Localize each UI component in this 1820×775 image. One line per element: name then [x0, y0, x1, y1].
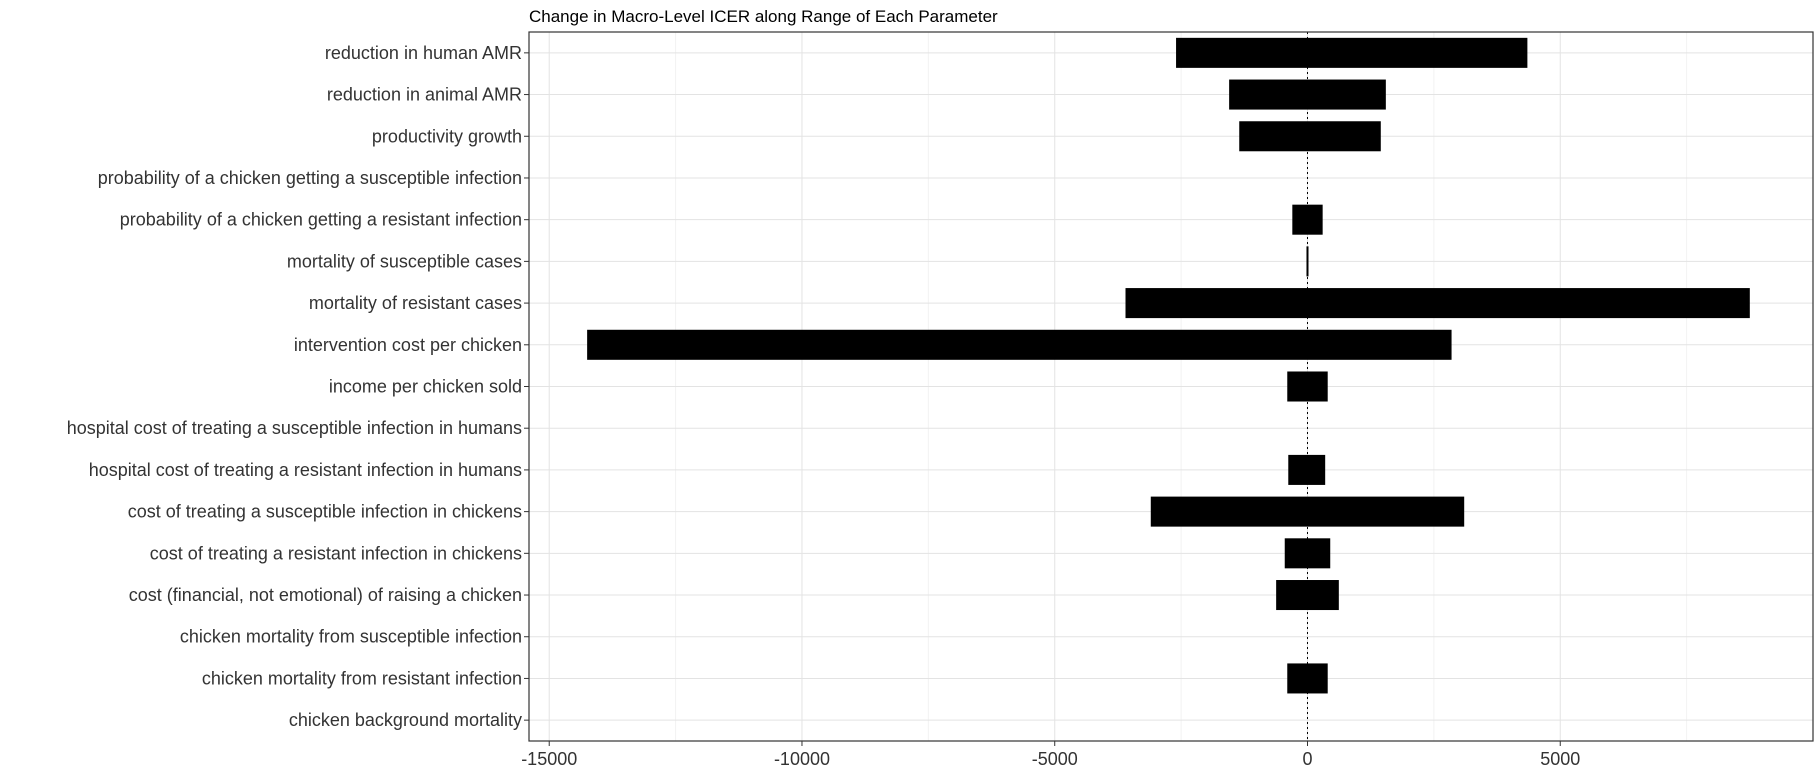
category-label: cost of treating a susceptible infection… — [128, 502, 522, 522]
bar-6 — [1306, 246, 1309, 277]
bar-3 — [1239, 121, 1381, 152]
x-axis-ticks: -15000 -10000 -5000 0 5000 — [521, 741, 1580, 769]
category-label: chicken mortality from susceptible infec… — [180, 627, 522, 647]
category-label: mortality of susceptible cases — [287, 251, 522, 271]
category-label: probability of a chicken getting a susce… — [98, 168, 522, 188]
grid-layer — [529, 32, 1813, 741]
category-label: hospital cost of treating a resistant in… — [89, 460, 522, 480]
bar-14 — [1276, 580, 1339, 611]
chart-title: Change in Macro-Level ICER along Range o… — [529, 7, 998, 26]
bar-8 — [587, 329, 1452, 360]
category-label: probability of a chicken getting a resis… — [120, 210, 522, 230]
category-label: productivity growth — [372, 126, 522, 146]
category-label: reduction in human AMR — [325, 43, 522, 63]
bar-5 — [1292, 204, 1323, 235]
category-label: income per chicken sold — [329, 377, 522, 397]
category-label: reduction in animal AMR — [327, 85, 522, 105]
bar-2 — [1229, 79, 1386, 110]
category-label: cost (financial, not emotional) of raisi… — [129, 585, 522, 605]
bar-12 — [1150, 496, 1465, 527]
category-label: intervention cost per chicken — [294, 335, 522, 355]
bar-11 — [1288, 454, 1326, 485]
bar-layer — [587, 37, 1750, 694]
bar-7 — [1125, 288, 1750, 319]
x-tick-label: 0 — [1302, 749, 1312, 769]
bar-1 — [1176, 37, 1528, 68]
category-label: hospital cost of treating a susceptible … — [67, 418, 522, 438]
category-label: mortality of resistant cases — [309, 293, 522, 313]
category-label: chicken background mortality — [289, 710, 522, 730]
x-tick-label: -15000 — [521, 749, 577, 769]
y-axis-ticks: reduction in human AMR reduction in anima… — [67, 43, 529, 730]
category-label: cost of treating a resistant infection i… — [150, 543, 522, 563]
category-label: chicken mortality from resistant infecti… — [202, 668, 522, 688]
bar-9 — [1287, 371, 1328, 402]
x-tick-label: -10000 — [774, 749, 830, 769]
x-tick-label: -5000 — [1032, 749, 1078, 769]
x-tick-label: 5000 — [1540, 749, 1580, 769]
